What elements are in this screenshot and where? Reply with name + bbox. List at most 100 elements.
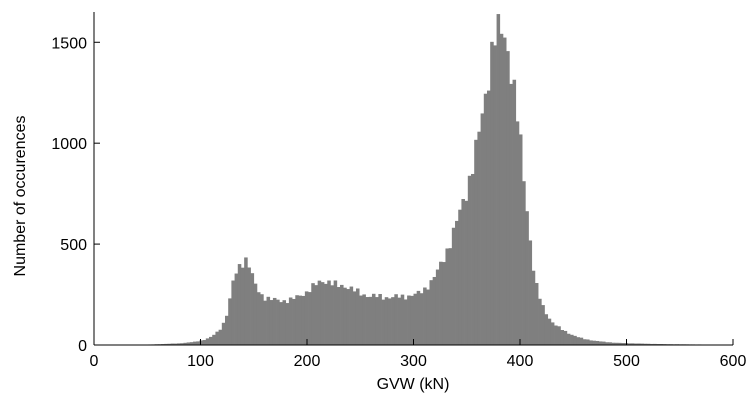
histogram-bar <box>451 227 456 345</box>
histogram-bar <box>461 199 465 345</box>
histogram-bar <box>448 248 453 345</box>
histogram-bar <box>560 330 565 345</box>
histogram-bar <box>576 337 580 345</box>
histogram-bar <box>432 276 437 345</box>
histogram-bar <box>547 318 552 345</box>
histogram-bar <box>429 280 434 345</box>
histogram-bar <box>455 220 459 345</box>
histogram-bar <box>167 343 172 345</box>
histogram-bar <box>534 283 539 345</box>
histogram-bar <box>611 342 616 345</box>
histogram-bar <box>247 267 251 345</box>
histogram-bar <box>266 296 271 345</box>
histogram-bar <box>595 340 600 345</box>
histogram-bar <box>387 298 392 345</box>
x-tick-label: 0 <box>90 353 99 370</box>
histogram-bar <box>563 330 568 345</box>
histogram-bar <box>311 283 315 345</box>
histogram-bar <box>295 295 299 345</box>
histogram-bar <box>416 290 421 345</box>
histogram-bar <box>272 297 277 345</box>
histogram-bar <box>352 291 357 345</box>
histogram-bar <box>544 314 549 345</box>
histogram-bar <box>410 295 414 345</box>
ticks-layer: 0 100 200 300 400 500 600 0 500 1000 1500 <box>51 35 746 370</box>
histogram-bar <box>256 292 261 345</box>
histogram-bar <box>234 273 239 345</box>
histogram-bar <box>582 339 587 345</box>
histogram-bar <box>566 333 571 345</box>
histogram-bar <box>193 341 197 345</box>
y-tick-label: 500 <box>60 237 87 254</box>
x-tick-label: 500 <box>613 353 640 370</box>
histogram-bar <box>170 343 175 345</box>
histogram-bar <box>490 41 494 345</box>
histogram-bar <box>633 343 638 345</box>
histogram-bar <box>314 285 318 345</box>
histogram-bar <box>602 341 606 345</box>
histogram-bar <box>340 284 344 345</box>
histogram-bar <box>244 257 248 345</box>
histogram-bar <box>435 269 440 345</box>
y-axis-label: Number of occurences <box>12 116 29 277</box>
histogram-bar <box>573 335 577 345</box>
histogram-bar <box>285 303 290 345</box>
histogram-bar <box>509 83 513 346</box>
histogram-bar <box>231 280 235 345</box>
histogram-bar <box>330 285 334 345</box>
histogram-bar <box>164 343 168 345</box>
histogram-bar <box>419 293 424 345</box>
histogram-bar <box>474 139 478 345</box>
histogram-bar <box>550 322 555 345</box>
histogram-bar <box>413 293 418 345</box>
histogram-bar <box>336 287 341 345</box>
histogram-bar <box>541 305 545 345</box>
histogram-bar <box>518 134 523 345</box>
histogram-bar <box>557 326 561 345</box>
histogram-bar <box>180 343 184 345</box>
histogram-bar <box>349 286 354 345</box>
histogram-bar <box>304 291 309 345</box>
histogram-bar <box>359 295 363 345</box>
x-tick-label: 200 <box>294 353 321 370</box>
histogram-bar <box>423 287 427 345</box>
histogram-bar <box>608 342 612 345</box>
histogram-bar <box>586 339 590 345</box>
histogram-bar <box>215 331 219 345</box>
histogram-bar <box>528 240 533 345</box>
histogram-bar <box>614 342 619 345</box>
histogram-bar <box>646 343 651 345</box>
y-tick-label: 0 <box>78 338 87 355</box>
histogram-bar <box>301 295 306 345</box>
histogram-bar <box>381 299 386 345</box>
histogram-bar <box>288 297 293 345</box>
histogram-bar <box>365 297 370 345</box>
histogram-bar <box>173 343 178 345</box>
histogram-bar <box>598 341 603 345</box>
histogram-bar <box>196 341 200 345</box>
histogram-bar <box>375 297 379 345</box>
histogram-bar <box>554 325 558 345</box>
histogram-bar <box>371 293 376 345</box>
histogram-bar <box>298 295 303 345</box>
histogram-bar <box>269 300 274 345</box>
histogram-bar <box>263 300 267 345</box>
x-tick-label: 400 <box>507 353 534 370</box>
histogram-bar <box>570 334 574 345</box>
histogram-bar <box>186 342 191 345</box>
histogram-bar <box>630 343 635 345</box>
histogram-bar <box>525 211 529 345</box>
histogram-bar <box>403 299 408 345</box>
histogram-bar <box>426 289 430 345</box>
histogram-bar <box>605 342 609 345</box>
histogram-bar <box>320 282 325 345</box>
histogram-bar <box>471 173 475 345</box>
x-tick-label: 100 <box>187 353 214 370</box>
histogram-bar <box>592 340 596 345</box>
histogram-bar <box>346 289 350 345</box>
histogram-bar <box>394 294 398 345</box>
histogram-bar <box>362 294 366 345</box>
histogram-bar <box>333 280 338 345</box>
histogram-bar <box>621 343 625 345</box>
